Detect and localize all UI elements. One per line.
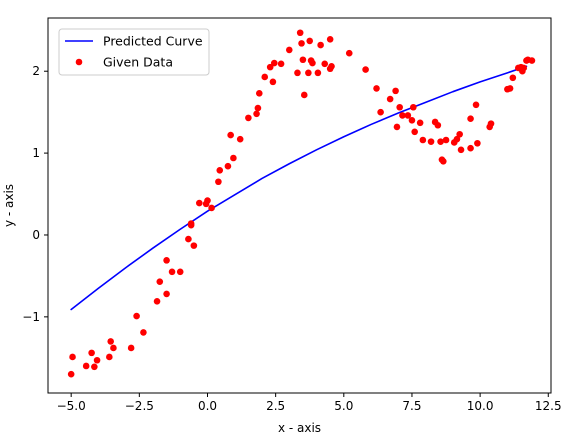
- data-point: [215, 178, 222, 185]
- y-tick-label: 1: [32, 146, 40, 160]
- data-point: [88, 350, 95, 357]
- data-point: [185, 236, 192, 243]
- data-point: [298, 40, 305, 47]
- data-point: [327, 65, 334, 72]
- data-point: [467, 145, 474, 152]
- data-point: [300, 56, 307, 63]
- y-tick-label: −1: [22, 310, 40, 324]
- data-point: [110, 345, 117, 352]
- data-point: [467, 115, 474, 122]
- data-point: [154, 298, 161, 305]
- legend-label-predicted-curve: Predicted Curve: [103, 34, 203, 49]
- data-point: [188, 220, 195, 227]
- data-point: [256, 90, 263, 97]
- data-point: [410, 104, 417, 111]
- data-point: [261, 74, 268, 81]
- data-point: [373, 85, 380, 92]
- legend: Predicted Curve Given Data: [59, 29, 209, 75]
- data-point: [396, 104, 403, 111]
- data-point: [245, 115, 252, 122]
- x-tick-label: 7.5: [402, 399, 421, 413]
- data-point: [253, 111, 260, 118]
- x-tick-label: 12.5: [535, 399, 562, 413]
- data-point: [520, 65, 527, 72]
- data-point: [428, 138, 435, 145]
- data-point: [306, 38, 313, 45]
- legend-swatch-given-data: [76, 59, 83, 66]
- x-tick-label: 0.0: [198, 399, 217, 413]
- data-point: [196, 200, 203, 207]
- data-point: [271, 60, 278, 67]
- data-point: [91, 364, 98, 371]
- data-point: [411, 129, 418, 136]
- data-point: [458, 147, 465, 154]
- data-point: [377, 109, 384, 116]
- data-point: [417, 120, 424, 127]
- data-point: [362, 66, 369, 73]
- y-tick-label: 0: [32, 228, 40, 242]
- y-axis-label: y - axis: [2, 184, 16, 227]
- data-point: [301, 92, 308, 99]
- data-point: [156, 278, 163, 285]
- legend-label-given-data: Given Data: [103, 55, 173, 70]
- x-axis-label: x - axis: [278, 421, 321, 435]
- data-point: [255, 105, 262, 112]
- data-point: [409, 117, 416, 124]
- data-point: [387, 96, 394, 103]
- data-point: [420, 137, 427, 144]
- data-point: [315, 70, 322, 77]
- data-point: [321, 61, 328, 68]
- data-point: [394, 124, 401, 131]
- data-point: [309, 60, 316, 67]
- data-point: [107, 338, 114, 345]
- data-point: [106, 354, 113, 361]
- x-tick-label: 5.0: [334, 399, 353, 413]
- data-point: [317, 42, 324, 49]
- data-point: [456, 131, 463, 138]
- data-point: [163, 257, 170, 264]
- data-point: [83, 363, 90, 370]
- data-point: [227, 132, 234, 139]
- data-point: [140, 329, 147, 336]
- data-point: [133, 313, 140, 320]
- x-tick-label: 2.5: [266, 399, 285, 413]
- data-point: [473, 101, 480, 108]
- data-point: [191, 242, 198, 249]
- data-point: [128, 345, 135, 352]
- data-point: [208, 205, 215, 212]
- data-point: [163, 291, 170, 298]
- data-point: [68, 371, 75, 378]
- data-point: [177, 269, 184, 276]
- data-point: [510, 74, 517, 81]
- data-point: [230, 155, 237, 162]
- data-point: [94, 357, 101, 364]
- data-point: [225, 163, 232, 170]
- data-point: [286, 47, 293, 54]
- data-point: [488, 120, 495, 127]
- data-point: [529, 57, 536, 64]
- data-point: [278, 61, 285, 68]
- data-point: [435, 122, 442, 129]
- data-point: [440, 158, 447, 165]
- data-point: [169, 269, 176, 276]
- data-point: [270, 79, 277, 86]
- data-point: [69, 354, 76, 361]
- data-point: [392, 88, 399, 95]
- data-point: [443, 137, 450, 144]
- data-point: [327, 36, 334, 43]
- data-point: [297, 29, 304, 36]
- data-point: [237, 136, 244, 143]
- data-point: [346, 50, 353, 57]
- data-point: [204, 197, 211, 204]
- x-tick-label: −2.5: [125, 399, 154, 413]
- data-point: [474, 140, 481, 147]
- data-point: [305, 70, 312, 77]
- data-point: [507, 85, 514, 92]
- x-tick-label: 10.0: [467, 399, 494, 413]
- x-tick-label: −5.0: [57, 399, 86, 413]
- data-point: [294, 70, 301, 77]
- y-tick-label: 2: [32, 64, 40, 78]
- data-point: [216, 167, 223, 174]
